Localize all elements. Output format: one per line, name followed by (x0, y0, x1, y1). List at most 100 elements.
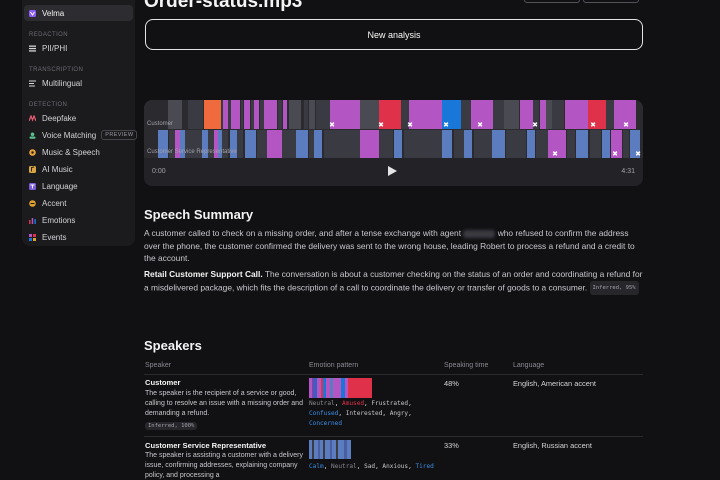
sidebar-item-label: AI Music (42, 164, 73, 174)
csr-segment (442, 130, 452, 158)
summary-text-after: who refused to confirm the address over … (144, 228, 635, 263)
deepfake-icon (29, 114, 36, 122)
customer-segment (360, 100, 379, 129)
event-marker-icon: ✖ (329, 121, 335, 129)
customer-segment (168, 100, 182, 129)
sidebar-item-ai-music[interactable]: AI Music (24, 161, 133, 177)
csr-segment (222, 130, 228, 158)
customer-segment (204, 100, 221, 129)
new-analysis-button[interactable]: New analysis (145, 19, 643, 50)
inferred-chip: Inferred, 95% (589, 280, 639, 295)
csr-segment (454, 130, 464, 158)
sidebar-item-label: Music & Speech (42, 147, 100, 157)
call-type-label: Retail Customer Support Call. (144, 269, 263, 279)
preview-badge: PREVIEW (101, 130, 138, 140)
csr-segment (208, 130, 214, 158)
sidebar-item-label: Multilingual (42, 78, 83, 88)
ai-music-icon (29, 165, 36, 173)
emotion-word: Frustrated (371, 400, 409, 407)
customer-segment (228, 100, 231, 129)
csr-segment (175, 130, 180, 158)
csr-segment (590, 130, 601, 158)
customer-segment (471, 100, 493, 129)
emotion-word: Amused (342, 400, 365, 407)
csr-segment (567, 130, 575, 158)
customer-segment (401, 100, 409, 129)
emotion-word: Tired (415, 463, 434, 470)
emotion-word: Angry (389, 410, 409, 418)
csr-segment (214, 130, 218, 158)
sidebar-item-events[interactable]: Events (24, 229, 133, 245)
customer-segment (244, 100, 250, 129)
customer-segment (552, 100, 564, 129)
speaker-description: The speaker is the recipient of a servic… (145, 390, 303, 418)
emotion-word: Confused (309, 410, 339, 418)
play-icon[interactable] (388, 166, 397, 176)
csr-segment (257, 130, 267, 158)
customer-segment (565, 100, 588, 129)
sidebar-item-pii-phi[interactable]: PII/PHI (24, 40, 133, 56)
csr-segment (202, 130, 208, 158)
emotion-stripe (321, 378, 323, 398)
speaker-timeline[interactable]: ✖ ✖ ✖ ✖ ✖ ✖ ✖ ✖ ✖ ✖ ✖ (144, 100, 643, 158)
emotion-stripe (314, 378, 317, 398)
customer-segment (330, 100, 360, 129)
sidebar-item-deepfake[interactable]: Deepfake (24, 110, 133, 126)
emotion-word: Neutral (309, 400, 335, 407)
emotion-word: Interested (345, 410, 383, 418)
emotion-stripe (330, 378, 333, 398)
customer-segment (493, 100, 504, 129)
customer-segment (409, 100, 442, 129)
emotion-stripe (325, 440, 330, 459)
csr-segment (474, 130, 492, 158)
language-value: English, Russian accent (513, 441, 592, 450)
csr-segment (267, 130, 282, 158)
summary-heading: Speech Summary (144, 207, 254, 222)
customer-segment (520, 100, 533, 129)
sidebar-item-label: Events (42, 232, 67, 242)
event-marker-icon: ✖ (590, 121, 596, 129)
header-action-button[interactable] (524, 0, 580, 3)
col-language: Language (513, 362, 545, 369)
emotion-word: Calm (309, 463, 324, 470)
emotion-stripe (336, 440, 338, 459)
csr-segment (309, 130, 314, 158)
sidebar-item-voice-matching[interactable]: Voice Matching PREVIEW (24, 127, 138, 143)
events-icon (29, 233, 36, 241)
sidebar-item-music-speech[interactable]: Music & Speech (24, 144, 133, 160)
csr-segment (623, 130, 629, 158)
customer-segment (379, 100, 401, 129)
emotion-words: Neutral, Amused, Frustrated, Confused, I… (309, 400, 412, 428)
emotion-stripe (312, 378, 314, 398)
sidebar-item-language[interactable]: Language (24, 178, 133, 194)
header-action-button[interactable] (583, 0, 639, 3)
event-marker-icon: ✖ (407, 121, 413, 129)
event-marker-icon: ✖ (612, 150, 618, 158)
emotion-stripe (330, 440, 332, 459)
sidebar-item-multilingual[interactable]: Multilingual (24, 75, 133, 91)
sidebar-item-emotions[interactable]: Emotions (24, 212, 133, 228)
emotion-stripe (312, 440, 314, 459)
emotion-word: Neutral (331, 463, 357, 470)
speaking-time: 48% (444, 379, 459, 388)
sidebar-item-label: Velma (42, 8, 65, 18)
csr-segment (169, 130, 175, 158)
header-actions (524, 0, 639, 3)
sidebar-item-velma[interactable]: Velma (24, 5, 133, 21)
inferred-chip: Inferred, 100% (145, 422, 198, 431)
sidebar-item-accent[interactable]: Accent (24, 195, 133, 211)
voice-matching-icon (29, 132, 36, 139)
sidebar-item-label: Deepfake (42, 113, 77, 123)
divider (144, 436, 643, 437)
emotion-stripe (323, 378, 326, 398)
emotion-stripe (320, 440, 323, 459)
event-marker-icon: ✖ (532, 121, 538, 129)
csr-segment (360, 130, 379, 158)
customer-segment (264, 100, 277, 129)
col-speaking-time: Speaking time (444, 362, 489, 369)
csr-segment (237, 130, 243, 158)
sidebar: Velma REDACTION PII/PHI TRANSCRIPTION Mu… (22, 0, 138, 246)
event-marker-icon: ✖ (623, 121, 629, 129)
event-marker-icon: ✖ (635, 150, 641, 158)
bars-icon (29, 45, 36, 52)
